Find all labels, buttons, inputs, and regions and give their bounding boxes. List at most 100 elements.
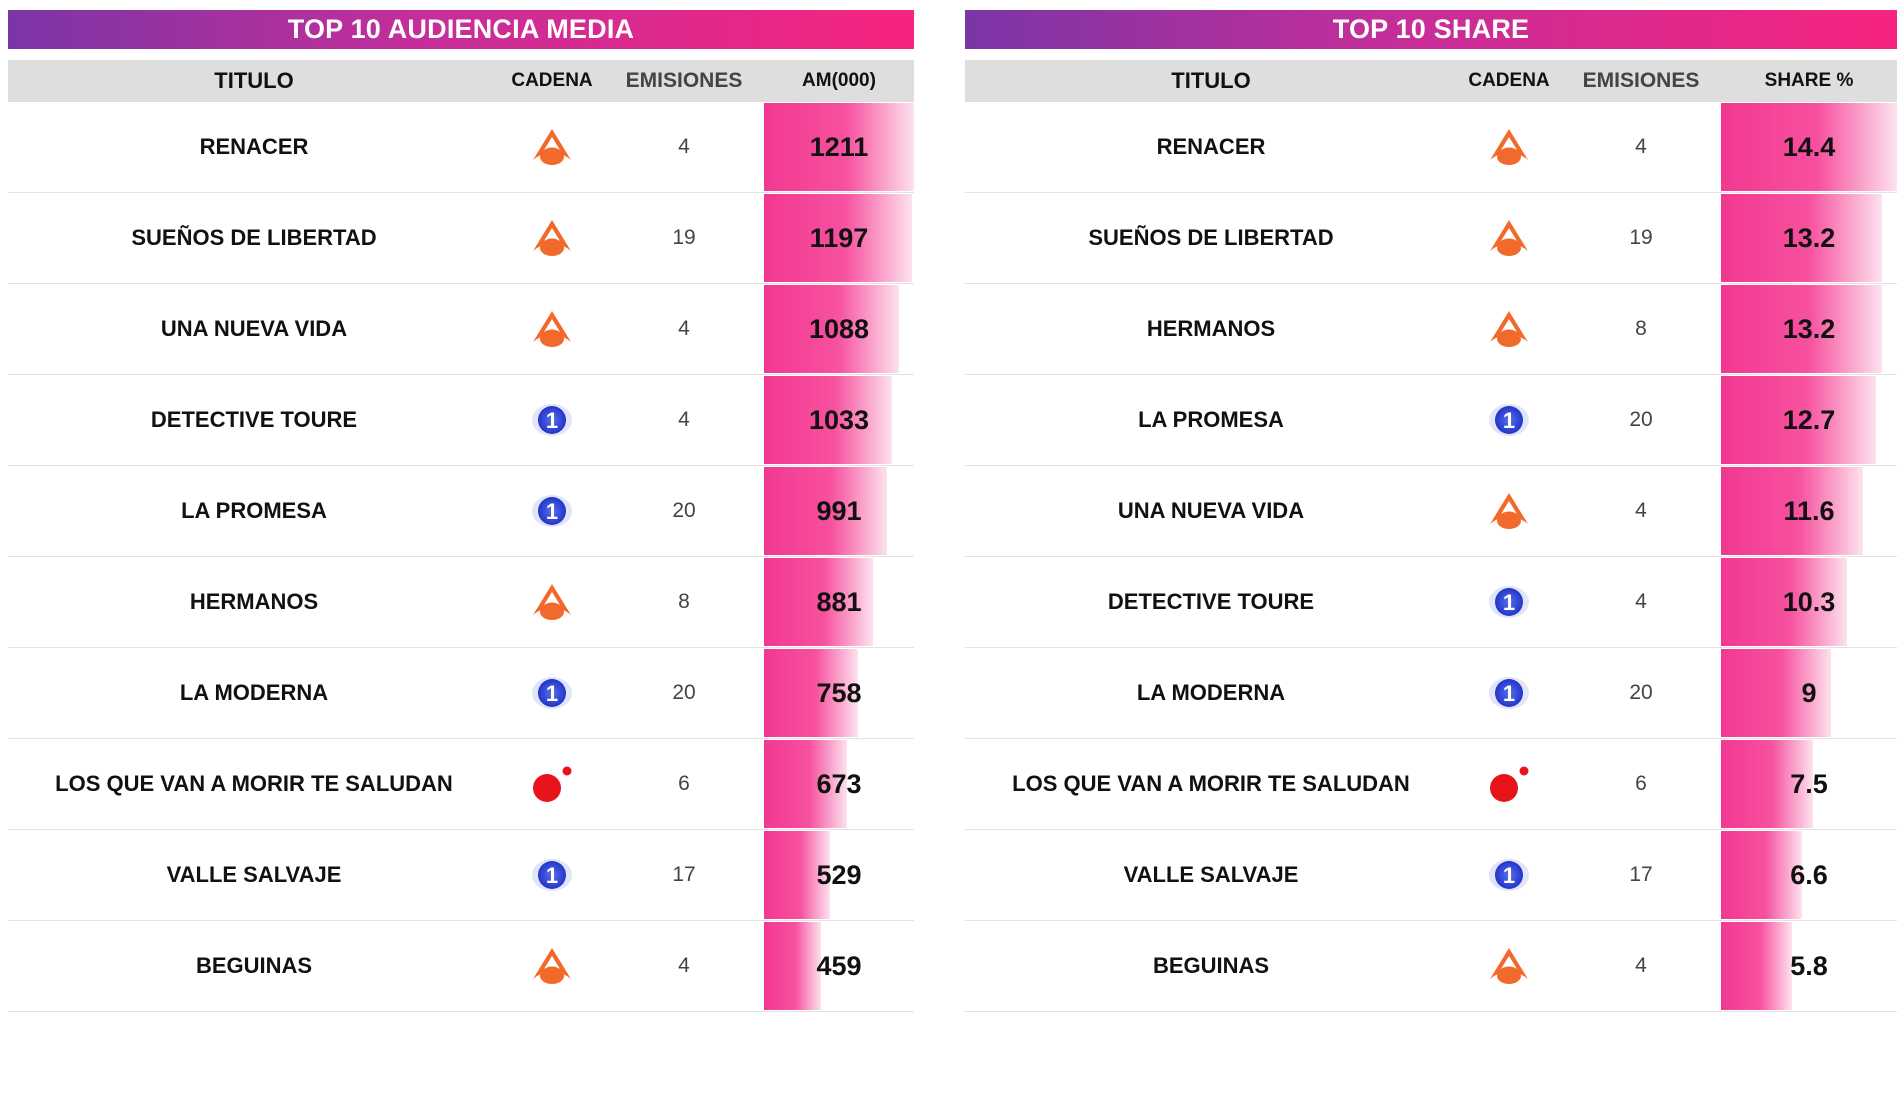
header-value: SHARE % bbox=[1764, 70, 1854, 91]
value-label: 11.6 bbox=[1783, 495, 1835, 526]
table-audiencia-media: TOP 10 AUDIENCIA MEDIA TITULO CADENA EMI… bbox=[8, 10, 914, 1012]
row-emisiones: 6 bbox=[1635, 772, 1647, 795]
row-emisiones: 17 bbox=[672, 863, 696, 886]
antena3-icon bbox=[500, 218, 604, 258]
table-row: HERMANOS 8 13.2 bbox=[965, 284, 1897, 375]
value-label: 13.2 bbox=[1782, 313, 1836, 344]
value-bar bbox=[764, 922, 821, 1010]
value-cell: 1211 bbox=[764, 102, 914, 192]
antena3-icon bbox=[500, 127, 604, 167]
value-bar bbox=[764, 467, 887, 555]
antena3-icon bbox=[500, 309, 604, 349]
value-label: 9 bbox=[1801, 677, 1817, 708]
table-row: LA MODERNA 1 20 9 bbox=[965, 648, 1897, 739]
table-row: LA PROMESA 1 20 991 bbox=[8, 466, 914, 557]
value-bar bbox=[1721, 649, 1831, 737]
header-cadena: CADENA bbox=[511, 70, 593, 91]
row-emisiones: 4 bbox=[1635, 135, 1647, 158]
table-row: LA MODERNA 1 20 758 bbox=[8, 648, 914, 739]
antena3-icon bbox=[1457, 309, 1561, 349]
antena3-icon bbox=[1457, 491, 1561, 531]
row-title: LOS QUE VAN A MORIR TE SALUDAN bbox=[55, 771, 453, 796]
cuatro-icon bbox=[1457, 764, 1561, 804]
antena3-icon bbox=[500, 946, 604, 986]
row-emisiones: 20 bbox=[1629, 681, 1653, 704]
row-emisiones: 17 bbox=[1629, 863, 1653, 886]
value-cell: 10.3 bbox=[1721, 557, 1897, 647]
value-bar bbox=[1721, 194, 1883, 282]
value-label: 459 bbox=[816, 950, 862, 981]
header-emisiones: EMISIONES bbox=[1582, 69, 1700, 92]
row-emisiones: 20 bbox=[672, 681, 696, 704]
value-cell: 529 bbox=[764, 830, 914, 920]
la1-icon: 1 bbox=[1457, 582, 1561, 622]
table-body: RENACER 4 14.4 SUEÑOS DE LIBERTAD 19 13.2 HERM… bbox=[965, 102, 1897, 1012]
value-bar bbox=[1721, 740, 1813, 828]
svg-text:1: 1 bbox=[1503, 863, 1515, 888]
la1-icon: 1 bbox=[500, 400, 604, 440]
cuatro-icon bbox=[500, 764, 604, 804]
header-cadena: CADENA bbox=[1468, 70, 1550, 91]
row-title: VALLE SALVAJE bbox=[166, 862, 342, 887]
table-row: SUEÑOS DE LIBERTAD 19 13.2 bbox=[965, 193, 1897, 284]
table-row: HERMANOS 8 881 bbox=[8, 557, 914, 648]
row-emisiones: 4 bbox=[678, 408, 690, 431]
row-title: DETECTIVE TOURE bbox=[150, 407, 358, 432]
value-bar bbox=[1721, 467, 1863, 555]
value-bar bbox=[764, 831, 830, 919]
value-label: 991 bbox=[816, 495, 862, 526]
table-row: UNA NUEVA VIDA 4 11.6 bbox=[965, 466, 1897, 557]
value-cell: 13.2 bbox=[1721, 193, 1897, 283]
table-row: RENACER 4 14.4 bbox=[965, 102, 1897, 193]
value-cell: 991 bbox=[764, 466, 914, 556]
value-label: 529 bbox=[816, 859, 862, 890]
row-title: UNA NUEVA VIDA bbox=[1117, 498, 1305, 523]
value-bar bbox=[1721, 103, 1897, 191]
value-cell: 14.4 bbox=[1721, 102, 1897, 192]
row-title: LA MODERNA bbox=[1136, 680, 1286, 705]
row-emisiones: 20 bbox=[672, 499, 696, 522]
row-emisiones: 19 bbox=[672, 226, 696, 249]
svg-text:1: 1 bbox=[546, 681, 558, 706]
value-label: 14.4 bbox=[1782, 131, 1836, 162]
row-title: LOS QUE VAN A MORIR TE SALUDAN bbox=[1012, 771, 1410, 796]
row-emisiones: 4 bbox=[1635, 590, 1647, 613]
table-row: VALLE SALVAJE 1 17 529 bbox=[8, 830, 914, 921]
value-cell: 881 bbox=[764, 557, 914, 647]
row-emisiones: 20 bbox=[1629, 408, 1653, 431]
value-cell: 7.5 bbox=[1721, 739, 1897, 829]
value-cell: 1088 bbox=[764, 284, 914, 374]
table-row: LOS QUE VAN A MORIR TE SALUDAN 6 7.5 bbox=[965, 739, 1897, 830]
row-title: LA PROMESA bbox=[1138, 407, 1284, 432]
header-emisiones: EMISIONES bbox=[625, 69, 743, 92]
row-title: SUEÑOS DE LIBERTAD bbox=[1088, 225, 1334, 250]
value-bar bbox=[764, 649, 858, 737]
value-bar bbox=[764, 103, 914, 191]
value-label: 758 bbox=[816, 677, 862, 708]
table-row: VALLE SALVAJE 1 17 6.6 bbox=[965, 830, 1897, 921]
antena3-icon bbox=[1457, 127, 1561, 167]
header-titulo: TITULO bbox=[1171, 68, 1251, 93]
value-bar bbox=[1721, 831, 1802, 919]
table-row: SUEÑOS DE LIBERTAD 19 1197 bbox=[8, 193, 914, 284]
row-title: BEGUINAS bbox=[195, 953, 313, 978]
la1-icon: 1 bbox=[500, 855, 604, 895]
row-title: UNA NUEVA VIDA bbox=[160, 316, 348, 341]
header-titulo: TITULO bbox=[214, 68, 294, 93]
row-title: LA MODERNA bbox=[179, 680, 329, 705]
value-label: 1088 bbox=[808, 313, 870, 344]
header-value: AM(000) bbox=[802, 70, 876, 91]
table-row: BEGUINAS 4 5.8 bbox=[965, 921, 1897, 1012]
row-emisiones: 4 bbox=[678, 954, 690, 977]
antena3-icon bbox=[1457, 218, 1561, 258]
value-bar bbox=[1721, 558, 1847, 646]
value-label: 13.2 bbox=[1782, 222, 1836, 253]
table-row: UNA NUEVA VIDA 4 1088 bbox=[8, 284, 914, 375]
table-row: DETECTIVE TOURE 1 4 10.3 bbox=[965, 557, 1897, 648]
table-row: DETECTIVE TOURE 1 4 1033 bbox=[8, 375, 914, 466]
row-emisiones: 6 bbox=[678, 772, 690, 795]
table-title: TOP 10 SHARE bbox=[965, 10, 1897, 49]
svg-text:1: 1 bbox=[1503, 590, 1515, 615]
value-bar bbox=[764, 376, 892, 464]
la1-icon: 1 bbox=[1457, 400, 1561, 440]
